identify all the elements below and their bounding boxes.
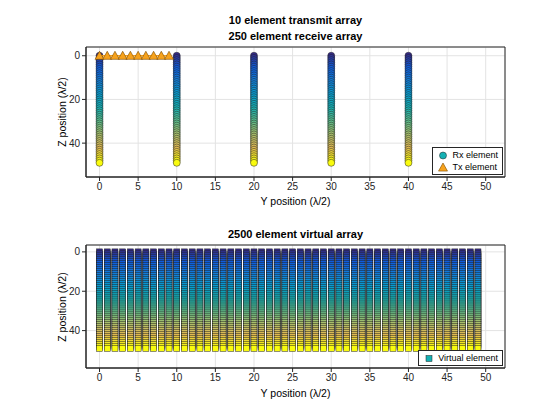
html-text:Virtual element: Virtual element bbox=[438, 353, 498, 363]
svg-text:25: 25 bbox=[287, 181, 299, 192]
svg-text:50: 50 bbox=[480, 181, 492, 192]
svg-text:30: 30 bbox=[326, 181, 338, 192]
svg-text:30: 30 bbox=[326, 372, 338, 383]
html-text:Y position (λ/2): Y position (λ/2) bbox=[260, 387, 331, 399]
svg-text:20: 20 bbox=[248, 181, 260, 192]
svg-text:5: 5 bbox=[135, 372, 141, 383]
html-text:Rx element: Rx element bbox=[452, 150, 498, 160]
svg-text:20: 20 bbox=[248, 372, 260, 383]
svg-text:40: 40 bbox=[69, 325, 81, 336]
html-text:10 element transmit array: 10 element transmit array bbox=[228, 14, 363, 26]
html-text:Z position (λ/2): Z position (λ/2) bbox=[56, 77, 68, 147]
svg-text:0: 0 bbox=[74, 50, 80, 61]
svg-text:50: 50 bbox=[480, 372, 492, 383]
svg-text:5: 5 bbox=[135, 181, 141, 192]
svg-text:0: 0 bbox=[97, 372, 103, 383]
svg-text:40: 40 bbox=[403, 372, 415, 383]
svg-text:15: 15 bbox=[210, 372, 222, 383]
svg-text:10: 10 bbox=[171, 372, 183, 383]
svg-text:0: 0 bbox=[74, 246, 80, 257]
svg-text:40: 40 bbox=[403, 181, 415, 192]
svg-text:20: 20 bbox=[69, 94, 81, 105]
svg-text:10: 10 bbox=[171, 181, 183, 192]
svg-text:35: 35 bbox=[364, 181, 376, 192]
svg-text:45: 45 bbox=[442, 372, 454, 383]
html-text:Y position (λ/2): Y position (λ/2) bbox=[260, 195, 331, 207]
svg-text:20: 20 bbox=[69, 286, 81, 297]
html-text:250 element receive array: 250 element receive array bbox=[228, 30, 363, 42]
svg-text:35: 35 bbox=[364, 372, 376, 383]
svg-text:15: 15 bbox=[210, 181, 222, 192]
svg-text:45: 45 bbox=[442, 181, 454, 192]
svg-text:40: 40 bbox=[69, 138, 81, 149]
html-text:Z position (λ/2): Z position (λ/2) bbox=[56, 271, 68, 342]
html-text:Tx element: Tx element bbox=[452, 162, 497, 172]
html-text:2500 element virtual array: 2500 element virtual array bbox=[227, 228, 364, 240]
svg-text:0: 0 bbox=[97, 181, 103, 192]
svg-text:25: 25 bbox=[287, 372, 299, 383]
